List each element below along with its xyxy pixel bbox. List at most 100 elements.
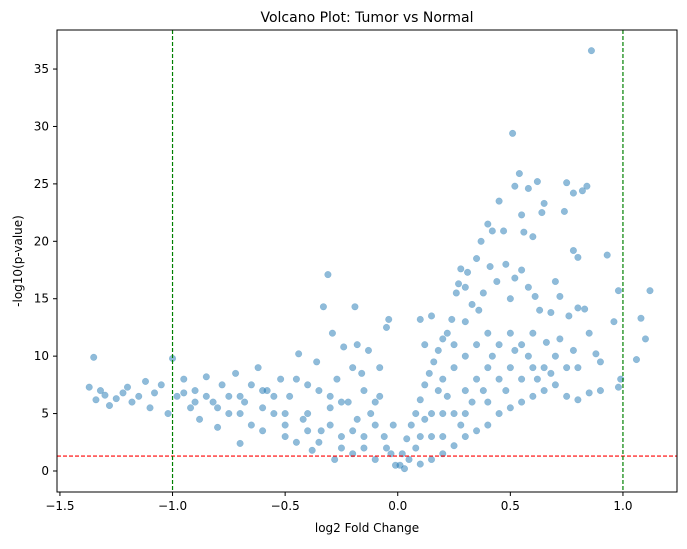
data-point — [547, 369, 555, 377]
data-point — [427, 432, 436, 441]
data-point — [295, 350, 303, 358]
data-point — [146, 404, 154, 412]
data-point — [236, 392, 244, 400]
data-point — [473, 341, 481, 349]
data-point — [592, 350, 600, 358]
data-point — [241, 398, 249, 406]
data-point — [511, 346, 519, 354]
data-point — [353, 341, 361, 349]
data-point — [281, 410, 289, 418]
data-point — [371, 421, 379, 429]
data-point — [180, 375, 188, 383]
data-point — [495, 375, 503, 383]
data-point — [218, 381, 226, 389]
data-point — [450, 341, 458, 349]
data-point — [150, 389, 159, 397]
data-point — [439, 450, 447, 458]
data-point — [637, 314, 645, 322]
data-point — [574, 364, 582, 372]
data-point — [486, 263, 494, 271]
data-point — [556, 335, 564, 343]
data-point — [540, 199, 548, 207]
data-point — [538, 209, 546, 217]
data-point — [443, 329, 451, 337]
data-point — [563, 364, 571, 372]
data-point — [135, 392, 143, 400]
x-tick-label: 1.0 — [613, 499, 632, 513]
data-point — [461, 387, 469, 395]
data-point — [376, 392, 384, 400]
data-point — [360, 387, 368, 395]
data-point — [531, 292, 539, 300]
data-point — [511, 182, 519, 190]
data-point — [556, 292, 564, 300]
data-point — [475, 306, 483, 314]
data-point — [461, 410, 469, 418]
x-tick-label: −0.5 — [271, 499, 300, 513]
data-point — [439, 335, 447, 343]
data-point — [533, 178, 541, 186]
data-point — [328, 329, 336, 337]
data-point — [382, 444, 391, 452]
data-point — [427, 410, 436, 418]
data-point — [421, 415, 429, 423]
data-point — [123, 383, 132, 391]
data-point — [529, 364, 537, 372]
data-point — [533, 375, 541, 383]
data-point — [464, 268, 472, 276]
x-axis: −1.5 −1.0 −0.5 0.0 0.5 1.0 — [45, 492, 632, 513]
data-point — [331, 455, 339, 464]
data-point — [448, 315, 456, 323]
data-point — [425, 369, 433, 377]
data-point — [578, 187, 586, 195]
data-point — [461, 352, 469, 360]
data-point — [315, 438, 323, 446]
data-point — [380, 432, 388, 441]
data-point — [484, 364, 492, 372]
data-point — [563, 392, 571, 400]
data-point — [473, 427, 481, 435]
data-point — [407, 421, 415, 429]
data-point — [452, 289, 460, 297]
data-point — [495, 410, 503, 418]
plot-frame — [56, 29, 678, 493]
data-point — [389, 421, 397, 429]
y-tick-label: 10 — [34, 349, 49, 363]
data-point — [128, 398, 136, 406]
data-point — [430, 358, 438, 366]
data-point — [547, 308, 555, 317]
data-point — [450, 364, 458, 372]
data-point — [281, 432, 289, 441]
data-point — [468, 300, 476, 309]
data-point — [529, 392, 537, 400]
data-point — [416, 396, 424, 404]
data-point — [360, 432, 368, 441]
y-tick-label: 20 — [34, 234, 49, 248]
data-point — [349, 427, 357, 435]
data-point — [585, 329, 593, 337]
data-point — [587, 47, 595, 55]
data-point — [574, 253, 582, 261]
data-point — [391, 461, 400, 469]
data-point — [574, 304, 582, 312]
data-point — [536, 306, 544, 314]
data-point — [416, 315, 424, 323]
data-point — [484, 220, 492, 228]
data-point — [364, 346, 373, 354]
data-point — [484, 329, 492, 337]
data-point — [569, 346, 577, 354]
data-point — [518, 341, 526, 349]
data-point — [281, 421, 289, 429]
data-point — [439, 410, 447, 418]
data-point — [371, 455, 379, 464]
data-point — [326, 404, 334, 412]
data-point — [488, 227, 496, 235]
data-point — [509, 129, 517, 137]
data-point — [225, 410, 233, 418]
data-point — [542, 338, 550, 346]
data-point — [427, 455, 436, 464]
data-point — [434, 346, 442, 354]
data-point — [506, 404, 514, 412]
data-point — [563, 179, 571, 187]
